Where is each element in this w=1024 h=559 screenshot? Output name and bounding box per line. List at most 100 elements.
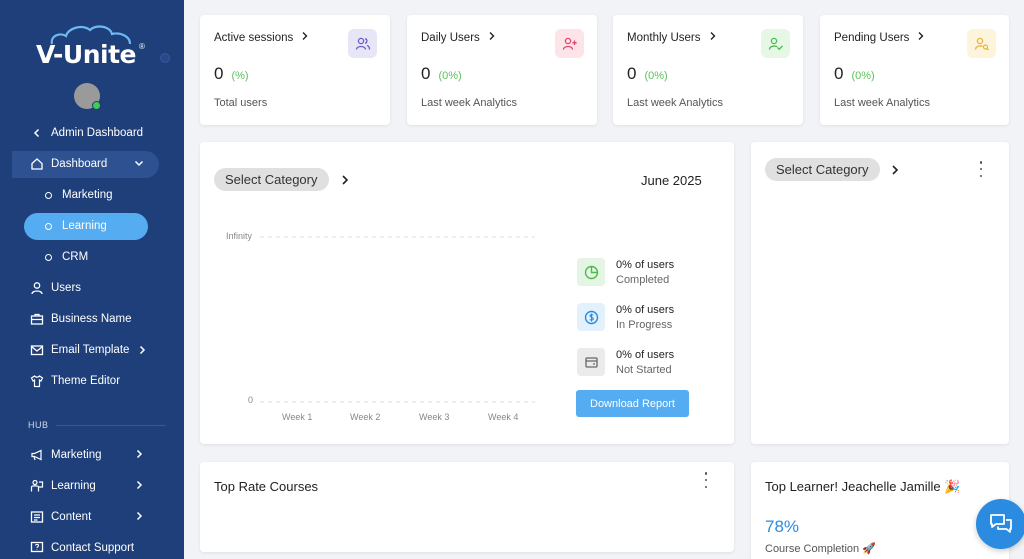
back-label: Admin Dashboard — [51, 127, 144, 139]
stat-subtitle: Last week Analytics — [421, 97, 517, 109]
legend-label: Not Started — [616, 364, 672, 376]
logo[interactable]: V-Unite ® — [36, 24, 146, 72]
content-icon — [30, 510, 44, 524]
legend-value: 0% of users — [616, 304, 675, 316]
x-axis-label: Week 2 — [350, 412, 381, 422]
learning-icon — [30, 479, 44, 493]
sidebar-subitem-crm[interactable]: CRM — [0, 244, 184, 270]
collapse-toggle[interactable] — [160, 53, 170, 63]
stat-value-row: 0 (0%) — [421, 64, 462, 84]
stat-title-row[interactable]: Active sessions — [214, 31, 309, 44]
sidebar-subitem-learning[interactable]: Learning — [0, 213, 184, 239]
stat-percent: (0%) — [644, 70, 668, 82]
circle-icon — [45, 191, 52, 199]
stat-title: Pending Users — [834, 31, 910, 44]
stat-value: 0 — [214, 64, 224, 83]
sidebar-item-hub-marketing[interactable]: Marketing — [0, 442, 184, 468]
megaphone-icon — [30, 448, 44, 462]
stat-title: Monthly Users — [627, 31, 701, 44]
stat-percent: (0%) — [851, 70, 875, 82]
sidebar-item-label: Users — [51, 282, 82, 294]
top-rate-courses-card: Top Rate Courses — [200, 462, 734, 552]
stat-value-row: 0 (%) — [214, 64, 249, 84]
chevron-left-icon — [30, 126, 44, 140]
chevron-right-icon[interactable] — [340, 173, 350, 191]
stat-value-row: 0 (0%) — [627, 64, 668, 84]
legend-in-progress: 0% of users In Progress — [577, 303, 727, 333]
sidebar-item-label: Learning — [51, 480, 96, 492]
sidebar-item-label: Theme Editor — [51, 375, 121, 387]
wallet-icon — [577, 348, 605, 376]
chevron-right-icon — [301, 31, 309, 44]
registered-mark: ® — [139, 42, 145, 51]
home-icon — [30, 157, 44, 171]
user-search-icon — [967, 29, 996, 58]
sidebar-item-theme-editor[interactable]: Theme Editor — [0, 368, 184, 394]
legend-value: 0% of users — [616, 349, 675, 361]
x-axis-label: Week 4 — [488, 412, 519, 422]
divider — [56, 425, 166, 426]
active-group-highlight — [12, 151, 159, 178]
sidebar-item-users[interactable]: Users — [0, 275, 184, 301]
stat-title-row[interactable]: Pending Users — [834, 31, 925, 44]
chart-gridlines — [260, 236, 535, 403]
chat-button[interactable] — [976, 499, 1024, 549]
dollar-circle-icon — [577, 303, 605, 331]
download-report-button[interactable]: Download Report — [576, 390, 689, 417]
more-options-icon[interactable] — [978, 161, 984, 177]
stat-card-daily-users: Daily Users 0 (0%) Last week Analytics — [407, 15, 597, 125]
stat-card-pending-users: Pending Users 0 (0%) Last week Analytics — [820, 15, 1009, 125]
stat-percent: (0%) — [438, 70, 462, 82]
sidebar-subitem-marketing[interactable]: Marketing — [0, 182, 184, 208]
back-admin-dashboard[interactable]: Admin Dashboard — [0, 120, 184, 146]
sidebar-item-label: Marketing — [51, 449, 102, 461]
select-category-dropdown[interactable]: Select Category — [214, 168, 329, 191]
stat-title-row[interactable]: Monthly Users — [627, 31, 717, 44]
sidebar-item-label: CRM — [62, 251, 89, 263]
sidebar-item-label: Learning — [62, 220, 107, 232]
sidebar-item-label: Marketing — [62, 189, 113, 201]
stat-subtitle: Last week Analytics — [627, 97, 723, 109]
stat-card-active-sessions: Active sessions 0 (%) Total users — [200, 15, 390, 125]
logo-text: V-Unite — [36, 40, 136, 69]
sidebar-item-label: Email Template — [51, 344, 130, 356]
select-category-dropdown[interactable]: Select Category — [765, 158, 880, 181]
sidebar-item-hub-learning[interactable]: Learning — [0, 473, 184, 499]
stat-card-monthly-users: Monthly Users 0 (0%) Last week Analytics — [613, 15, 803, 125]
more-options-icon[interactable] — [703, 472, 709, 488]
sidebar-item-hub-contact-support[interactable]: Contact Support — [0, 535, 184, 559]
panel-title: Top Rate Courses — [214, 479, 319, 494]
stat-title: Daily Users — [421, 31, 480, 44]
learning-progress-card: Select Category June 2025 Infinity 0 Wee… — [200, 142, 734, 444]
completion-percent: 78% — [765, 517, 800, 536]
users-icon — [348, 29, 377, 58]
legend-not-started: 0% of users Not Started — [577, 348, 727, 378]
chevron-right-icon — [917, 31, 925, 44]
sidebar-item-dashboard[interactable]: Dashboard — [0, 151, 184, 177]
briefcase-icon — [30, 312, 44, 326]
sidebar: V-Unite ® Admin Dashboard Dashboard Mark… — [0, 0, 184, 559]
stat-subtitle: Last week Analytics — [834, 97, 930, 109]
stat-value: 0 — [627, 64, 637, 83]
stat-title-row[interactable]: Daily Users — [421, 31, 496, 44]
support-icon — [30, 541, 44, 555]
active-item-highlight — [24, 213, 148, 240]
sidebar-item-business-name[interactable]: Business Name — [0, 306, 184, 332]
sidebar-item-email-template[interactable]: Email Template — [0, 337, 184, 363]
stat-value: 0 — [834, 64, 844, 83]
sidebar-item-label: Business Name — [51, 313, 132, 325]
user-check-icon — [761, 29, 790, 58]
chevron-right-icon — [134, 511, 144, 524]
sidebar-item-hub-content[interactable]: Content — [0, 504, 184, 530]
pie-chart-icon — [577, 258, 605, 286]
completion-label: Course Completion 🚀 — [765, 543, 876, 555]
circle-icon — [45, 253, 52, 261]
stat-subtitle: Total users — [214, 97, 268, 109]
sidebar-item-label: Content — [51, 511, 92, 523]
chevron-right-icon — [134, 480, 144, 493]
chevron-right-icon[interactable] — [890, 163, 900, 181]
online-status-dot — [92, 101, 101, 110]
chevron-right-icon — [134, 449, 144, 462]
stat-value: 0 — [421, 64, 431, 83]
user-plus-icon — [555, 29, 584, 58]
